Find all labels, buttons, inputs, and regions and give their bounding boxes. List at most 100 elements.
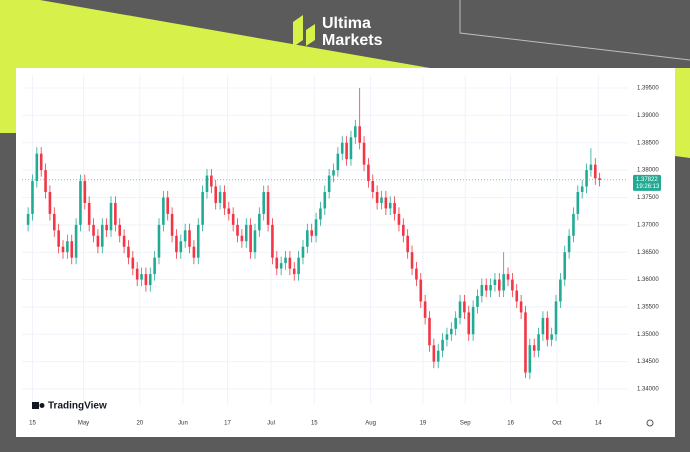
candle-body — [218, 191, 222, 203]
candle-body — [66, 241, 69, 253]
candle-body — [292, 268, 296, 275]
y-tick-label: 1.39500 — [637, 86, 659, 92]
x-tick-label: 19 — [420, 421, 427, 427]
candle-body — [428, 317, 431, 346]
candle-body — [493, 279, 497, 286]
candle-body — [223, 191, 226, 209]
x-tick-label: May — [78, 421, 89, 427]
candle-body — [314, 219, 318, 236]
candle-body — [576, 191, 580, 214]
candle-body — [297, 257, 300, 275]
y-tick-label: 1.37000 — [637, 222, 659, 228]
candle-body — [415, 268, 418, 280]
candle-body — [410, 252, 414, 269]
candle-body — [310, 230, 313, 236]
candle-body — [227, 208, 231, 214]
tv-icon — [32, 402, 39, 409]
candle-body — [48, 191, 52, 214]
logo-icon — [293, 15, 303, 47]
settings-icon[interactable] — [646, 419, 654, 427]
y-tick-label: 1.34000 — [637, 387, 659, 393]
candle-body — [188, 230, 191, 247]
candle-body — [388, 202, 392, 209]
candle-body — [109, 202, 113, 231]
candle-body — [384, 197, 388, 209]
candle-body — [506, 274, 510, 280]
candle-body — [593, 164, 597, 179]
candle-body — [545, 317, 549, 340]
y-tick-label: 1.34500 — [637, 359, 659, 365]
accent-band — [675, 68, 690, 158]
candle-body — [127, 246, 130, 258]
candle-body — [580, 186, 584, 192]
candle-body — [319, 208, 322, 220]
candle-body — [205, 175, 209, 192]
candle-body — [445, 334, 449, 340]
y-tick-label: 1.39000 — [637, 113, 659, 119]
candle-body — [26, 213, 30, 225]
candle-body — [240, 235, 244, 242]
candle-body — [471, 306, 475, 335]
x-tick-label: Jun — [178, 421, 188, 427]
brand-name: Markets — [322, 32, 383, 49]
candle-body — [196, 224, 200, 258]
candle-body — [148, 274, 152, 286]
candle-body — [92, 224, 95, 236]
candle-body — [563, 252, 567, 280]
candle-body — [183, 230, 187, 242]
countdown-label: 19:26:13 — [636, 184, 660, 190]
candle-body — [162, 197, 165, 225]
candle-body — [362, 142, 366, 165]
candle-body — [105, 224, 108, 231]
candle-body — [61, 246, 65, 253]
candle-body — [79, 181, 82, 225]
candle-body — [511, 279, 514, 291]
x-tick-label: Jul — [267, 421, 275, 427]
x-tick-label: 16 — [507, 421, 514, 427]
x-tick-label: Sep — [460, 421, 471, 427]
y-tick-label: 1.37500 — [637, 195, 659, 201]
candle-body — [31, 181, 34, 214]
candle-body — [262, 191, 266, 214]
candle-body — [567, 235, 571, 253]
candle-body — [572, 213, 575, 236]
candle-body — [345, 142, 348, 160]
candle-body — [402, 224, 405, 236]
candle-body — [306, 230, 309, 247]
y-tick-label: 1.38000 — [637, 168, 659, 174]
candle-body — [419, 279, 423, 302]
candle-body — [497, 279, 501, 291]
candle-body — [157, 224, 161, 258]
candle-body — [332, 170, 335, 176]
candle-body — [44, 170, 47, 192]
candle-body — [349, 137, 353, 160]
candle-body — [118, 224, 122, 236]
candle-body — [87, 202, 91, 225]
candle-body — [528, 345, 532, 373]
candle-body — [210, 175, 213, 187]
candle-body — [153, 257, 156, 275]
candle-body — [515, 290, 519, 302]
candle-body — [253, 230, 257, 253]
candle-body — [340, 142, 344, 154]
candle-body — [175, 235, 178, 253]
candle-body — [454, 317, 457, 329]
candle-body — [275, 257, 279, 269]
candle-body — [57, 230, 60, 247]
candle-body — [327, 175, 331, 192]
candle-body — [35, 153, 39, 182]
y-tick-label: 1.35500 — [637, 304, 659, 310]
platform-name: TradingView — [48, 401, 107, 412]
tradingview-logo: TradingView — [32, 401, 107, 412]
candle-body — [166, 197, 170, 214]
candle-body — [502, 274, 505, 291]
candle-body — [201, 191, 204, 225]
x-tick-label: 15 — [29, 421, 36, 427]
x-tick-label: 17 — [224, 421, 231, 427]
candle-body — [484, 285, 488, 291]
candle-body — [371, 181, 375, 192]
x-tick-label: Aug — [365, 421, 376, 427]
y-tick-label: 1.35000 — [637, 332, 659, 338]
candle-body — [480, 285, 484, 296]
